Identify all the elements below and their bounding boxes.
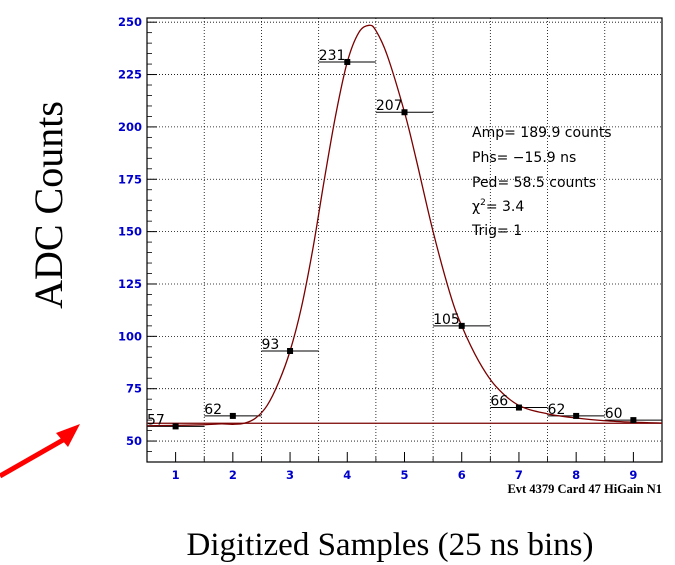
data-point [515, 404, 522, 411]
x-axis-label: Digitized Samples (25 ns bins) [187, 527, 594, 563]
y-tick-label: 200 [118, 120, 142, 134]
data-point [287, 348, 294, 354]
fit-chi2: χ2= 3.4 [472, 198, 524, 215]
fit-phs: Phs= −15.9 ns [472, 150, 576, 166]
fit-results: Amp= 189.9 counts Phs= −15.9 ns Ped= 58.… [471, 125, 612, 239]
x-tick-label: 5 [400, 468, 408, 482]
y-tick-label: 225 [118, 68, 142, 82]
fit-curve [146, 24, 663, 427]
data-label: 62 [204, 402, 222, 418]
x-tick-label: 6 [458, 468, 466, 482]
y-tick-label: 100 [118, 329, 142, 343]
grid [147, 18, 662, 462]
fit-ped: Ped= 58.5 counts [472, 175, 596, 191]
y-tick-label: 250 [118, 15, 142, 29]
fit-trig: Trig= 1 [471, 223, 522, 239]
data-point [401, 109, 408, 116]
data-point [630, 417, 637, 424]
x-tick-label: 4 [343, 468, 351, 482]
data-label: 105 [433, 312, 460, 328]
data-label: 93 [261, 337, 279, 353]
sample-bars [147, 61, 662, 427]
data-point [344, 58, 351, 65]
x-ticks: 1 2 3 4 5 6 7 8 9 [172, 452, 637, 482]
data-label: 57 [147, 412, 165, 428]
y-ticks: 50 75 100 125 150 175 200 225 250 [118, 15, 157, 452]
data-point [573, 412, 580, 419]
red-arrow [0, 424, 80, 479]
data-point [172, 423, 179, 430]
x-tick-label: 7 [515, 468, 523, 482]
y-axis-label: ADC Counts [26, 101, 71, 309]
data-label: 66 [490, 394, 508, 410]
y-tick-label: 150 [118, 225, 142, 239]
data-label: 207 [376, 98, 403, 114]
x-tick-label: 9 [629, 468, 637, 482]
plot-frame [146, 17, 663, 463]
y-tick-label: 125 [118, 277, 142, 291]
plot-frame-rect [146, 17, 663, 463]
y-tick-label: 75 [126, 382, 142, 396]
data-labels: 57 62 93 231 207 105 66 62 60 [147, 48, 623, 428]
fit-chi2-sup: 2 [480, 198, 486, 208]
data-label: 60 [605, 406, 623, 422]
data-point [458, 322, 465, 329]
x-tick-label: 1 [172, 468, 180, 482]
data-points [172, 58, 637, 430]
x-tick-label: 2 [229, 468, 237, 482]
fit-amp: Amp= 189.9 counts [472, 125, 612, 141]
x-tick-label: 8 [572, 468, 580, 482]
y-tick-label: 175 [118, 172, 142, 186]
x-tick-label: 3 [286, 468, 294, 482]
event-label: Evt 4379 Card 47 HiGain N1 [507, 482, 662, 496]
y-tick-label: 50 [126, 434, 142, 448]
data-label: 62 [548, 402, 566, 418]
data-label: 231 [319, 48, 346, 64]
data-point [229, 412, 236, 419]
fit-chi2-symbol: χ [472, 199, 480, 215]
fit-chi2-value: = 3.4 [486, 199, 525, 215]
